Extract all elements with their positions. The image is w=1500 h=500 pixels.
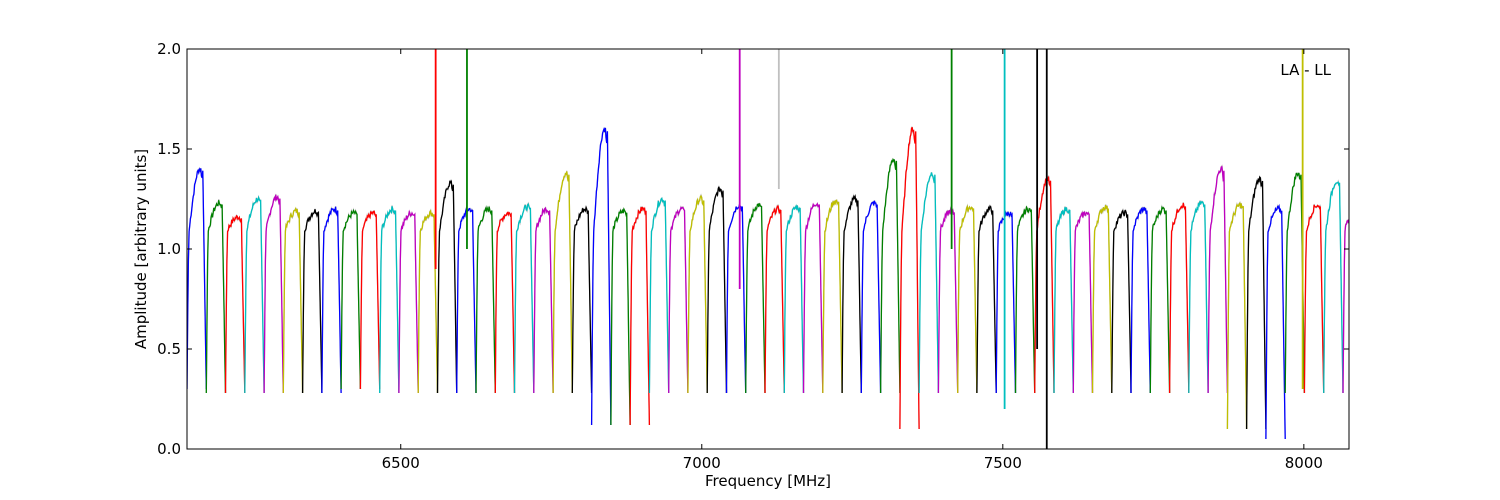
channel-line — [937, 206, 959, 394]
channel-line — [513, 202, 535, 394]
channel-line — [187, 167, 207, 390]
channel-line — [417, 209, 439, 394]
channel-line — [1284, 172, 1306, 394]
channel-line — [1091, 204, 1113, 394]
channel-line — [1245, 175, 1267, 430]
channel-line — [1149, 205, 1171, 394]
channel-line — [301, 209, 323, 394]
x-tick-label: 6500 — [382, 454, 420, 472]
channel-line — [1053, 207, 1074, 394]
channel-line — [1362, 208, 1381, 393]
channel-line — [379, 206, 400, 394]
channel-line — [1111, 209, 1132, 394]
reference-channel-line — [1459, 209, 1478, 393]
channel-line — [590, 126, 612, 426]
y-tick-label: 0.0 — [157, 440, 181, 458]
channel-line — [822, 199, 843, 394]
channel-line — [706, 186, 728, 394]
channel-line — [745, 203, 766, 394]
channel-line — [668, 206, 689, 394]
channel-line — [648, 197, 670, 394]
channel-line — [1401, 182, 1420, 393]
channel-line — [1226, 201, 1248, 430]
channel-line — [899, 126, 920, 430]
channel-line — [359, 210, 381, 390]
channel-line — [610, 207, 631, 426]
channel-line — [764, 205, 785, 394]
x-tick-label: 7000 — [683, 454, 721, 472]
channel-line — [1382, 204, 1401, 393]
channel-line — [205, 200, 227, 394]
channel-line — [340, 208, 362, 390]
y-axis: 0.0 0.5 1.0 1.5 2.0 — [157, 40, 1349, 458]
channel-line — [224, 214, 246, 394]
channel-line — [571, 205, 593, 394]
channel-line — [1303, 204, 1325, 394]
x-tick-label: 7500 — [984, 454, 1022, 472]
channel-line — [321, 206, 342, 394]
x-tick-label: 8000 — [1285, 454, 1323, 472]
channel-line — [1420, 204, 1439, 393]
y-axis-title: Amplitude [arbitrary units] — [132, 149, 150, 349]
channel-line — [1265, 203, 1286, 440]
channel-line — [783, 204, 805, 394]
reference-channel-line — [1382, 203, 1401, 393]
x-axis: 6500 7000 7500 8000 — [382, 49, 1323, 472]
channel-line — [725, 202, 747, 394]
channel-line — [282, 206, 304, 394]
channel-line — [957, 204, 978, 394]
channel-line — [1072, 211, 1094, 394]
y-tick-label: 2.0 — [157, 40, 181, 58]
channel-line — [802, 202, 824, 394]
reference-channel-line — [1439, 206, 1458, 393]
channel-line — [398, 209, 419, 394]
channel-line — [263, 194, 284, 394]
channel-line — [244, 195, 265, 394]
channel-line — [533, 206, 554, 394]
reference-channel-line — [1478, 206, 1497, 393]
channel-line — [1439, 207, 1458, 393]
reference-channel-line — [1362, 208, 1381, 394]
channel-line — [494, 211, 516, 394]
channel-line — [1014, 205, 1036, 394]
x-axis-title: Frequency [MHz] — [705, 472, 831, 490]
channel-line — [918, 172, 940, 394]
channel-line — [436, 180, 458, 394]
channel-line — [1130, 206, 1151, 394]
channel-line — [1188, 200, 1209, 394]
channel-line — [879, 157, 901, 394]
reference-channel-line — [1420, 204, 1439, 393]
reference-channel-line — [1401, 182, 1420, 393]
series-layer — [187, 49, 1497, 449]
channel-line — [1459, 210, 1478, 393]
y-tick-label: 0.5 — [157, 340, 181, 358]
channel-line — [552, 171, 573, 394]
y-tick-label: 1.5 — [157, 140, 181, 158]
channel-line — [1342, 215, 1349, 394]
channel-line — [995, 210, 1017, 394]
channel-line — [1207, 165, 1229, 394]
channel-line — [976, 205, 997, 394]
channel-line — [475, 205, 496, 394]
channel-line — [1478, 207, 1497, 393]
channel-line — [841, 193, 862, 394]
reference-channel-line — [1342, 215, 1349, 394]
annotation-label: LA - LL — [1280, 61, 1331, 79]
y-tick-label: 1.0 — [157, 240, 181, 258]
channel-line — [860, 200, 882, 394]
channel-line — [1323, 181, 1344, 394]
channel-line — [687, 194, 708, 394]
plot-frame — [186, 48, 1350, 450]
channel-line — [1168, 202, 1190, 394]
channel-line — [629, 206, 651, 426]
